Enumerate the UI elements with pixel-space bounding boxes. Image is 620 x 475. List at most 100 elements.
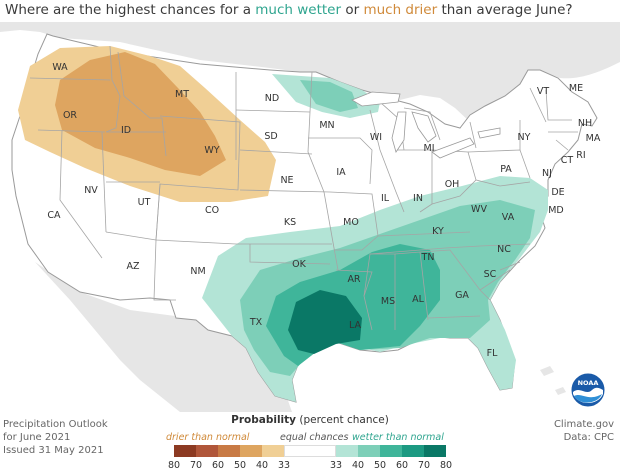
state-label-pa: PA	[500, 164, 512, 175]
legend-wetter-swatch-2	[358, 445, 380, 457]
state-label-la: LA	[349, 320, 362, 331]
legend-tick-label: 60	[395, 460, 409, 471]
legend-tick-label: 33	[277, 460, 291, 471]
state-label-wv: WV	[471, 204, 487, 215]
state-label-wy: WY	[204, 145, 219, 156]
state-label-il: IL	[381, 193, 390, 204]
legend-drier-label: drier than normal	[166, 432, 250, 443]
state-label-ca: CA	[47, 210, 61, 221]
precipitation-outlook-map: WA OR ID MT WY ND SD NE MN WI MI IA IL I…	[0, 22, 620, 412]
wetter-north-40-50-region	[300, 80, 358, 112]
state-label-ut: UT	[138, 197, 151, 208]
state-label-nj: NJ	[542, 168, 552, 179]
noaa-logo: NOAA	[570, 372, 606, 408]
state-label-ny: NY	[518, 132, 531, 143]
issue-date: Issued 31 May 2021	[3, 445, 104, 456]
map-title: Where are the highest chances for a much…	[5, 2, 573, 18]
state-label-co: CO	[205, 205, 219, 216]
state-label-wi: WI	[370, 132, 382, 143]
legend-drier-swatch-1	[174, 445, 196, 457]
state-label-oh: OH	[445, 179, 460, 190]
legend-tick-label: 70	[417, 460, 431, 471]
state-label-ga: GA	[455, 290, 469, 301]
legend-ticks: 80 70 60 50 40 33 33 40 50 60 70 80	[150, 460, 470, 472]
state-label-al: AL	[412, 294, 424, 305]
great-lakes	[351, 91, 501, 159]
legend-tick-label: 33	[329, 460, 343, 471]
drier-shading	[18, 46, 276, 202]
lake-michigan	[391, 111, 407, 153]
state-label-ks: KS	[284, 217, 296, 228]
state-label-ri: RI	[576, 150, 585, 161]
legend-color-scale	[150, 445, 470, 457]
legend-tick-label: 80	[167, 460, 181, 471]
state-label-va: VA	[502, 212, 515, 223]
legend-wetter-label: wetter than normal	[352, 432, 444, 443]
state-label-nv: NV	[84, 185, 98, 196]
state-label-wa: WA	[52, 62, 68, 73]
state-label-in: IN	[413, 193, 423, 204]
lake-superior	[351, 91, 401, 107]
legend-equal-swatch	[284, 445, 336, 457]
state-label-sc: SC	[484, 269, 497, 280]
legend-drier-swatch-3	[218, 445, 240, 457]
state-label-mi: MI	[424, 143, 435, 154]
noaa-logo-text: NOAA	[578, 379, 599, 387]
state-label-nd: ND	[265, 93, 279, 104]
state-label-mn: MN	[319, 120, 334, 131]
state-label-ok: OK	[292, 259, 306, 270]
legend-wetter-swatch-1	[336, 445, 358, 457]
state-labels: WA OR ID MT WY ND SD NE MN WI MI IA IL I…	[47, 62, 600, 359]
state-label-de: DE	[551, 187, 564, 198]
state-label-tn: TN	[421, 252, 435, 263]
state-label-ar: AR	[347, 274, 360, 285]
credits: Climate.gov Data: CPC	[554, 418, 614, 444]
state-label-ms: MS	[381, 296, 395, 307]
drier-40-50-region	[55, 52, 226, 176]
state-label-fl: FL	[487, 348, 498, 359]
legend-tick-label: 40	[255, 460, 269, 471]
state-label-or: OR	[63, 110, 77, 121]
state-label-nm: NM	[190, 266, 205, 277]
probability-legend: Probability (percent chance) drier than …	[150, 414, 470, 474]
legend-tick-label: 40	[351, 460, 365, 471]
legend-wetter-swatch-5	[424, 445, 446, 457]
state-label-nh: NH	[578, 118, 592, 129]
state-label-md: MD	[548, 205, 564, 216]
bahamas-landmass	[540, 366, 566, 395]
outlook-period: for June 2021	[3, 432, 71, 443]
lake-ontario	[477, 127, 501, 139]
legend-tick-label: 50	[373, 460, 387, 471]
state-label-mt: MT	[175, 89, 189, 100]
issue-info: Precipitation Outlook for June 2021 Issu…	[3, 418, 108, 457]
state-label-ne: NE	[280, 175, 293, 186]
lake-erie	[431, 137, 475, 159]
source-site: Climate.gov	[553, 419, 614, 430]
legend-tick-label: 80	[439, 460, 453, 471]
state-label-ma: MA	[586, 133, 601, 144]
wetter-south-60-70-region	[288, 290, 362, 354]
state-label-vt: VT	[537, 86, 549, 97]
lake-huron	[411, 111, 437, 143]
data-source: Data: CPC	[563, 432, 614, 443]
state-label-tx: TX	[249, 317, 263, 328]
legend-title: Probability (percent chance)	[231, 414, 389, 426]
state-label-ct: CT	[561, 155, 574, 166]
legend-tick-label: 50	[233, 460, 247, 471]
state-label-me: ME	[569, 83, 583, 94]
legend-drier-swatch-2	[196, 445, 218, 457]
mexico-landmass	[35, 262, 292, 412]
state-label-nc: NC	[497, 244, 511, 255]
legend-wetter-swatch-3	[380, 445, 402, 457]
state-label-mo: MO	[343, 217, 359, 228]
legend-equal-label: equal chances	[280, 432, 349, 443]
legend-tick-label: 60	[211, 460, 225, 471]
state-label-id: ID	[121, 125, 131, 136]
legend-tick-label: 70	[189, 460, 203, 471]
state-label-ia: IA	[336, 167, 346, 178]
legend-drier-swatch-4	[240, 445, 262, 457]
outlook-name: Precipitation Outlook	[3, 419, 108, 430]
state-label-az: AZ	[126, 261, 139, 272]
state-label-sd: SD	[264, 131, 277, 142]
legend-drier-swatch-5	[262, 445, 284, 457]
